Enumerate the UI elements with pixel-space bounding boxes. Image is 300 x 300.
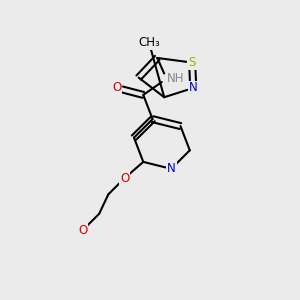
Text: N: N: [167, 162, 176, 175]
Text: O: O: [78, 224, 88, 236]
Text: CH₃: CH₃: [138, 36, 160, 50]
Text: N: N: [189, 82, 198, 94]
Text: O: O: [112, 82, 121, 94]
Text: O: O: [120, 172, 129, 184]
Text: S: S: [188, 56, 196, 69]
Text: NH: NH: [167, 72, 184, 85]
